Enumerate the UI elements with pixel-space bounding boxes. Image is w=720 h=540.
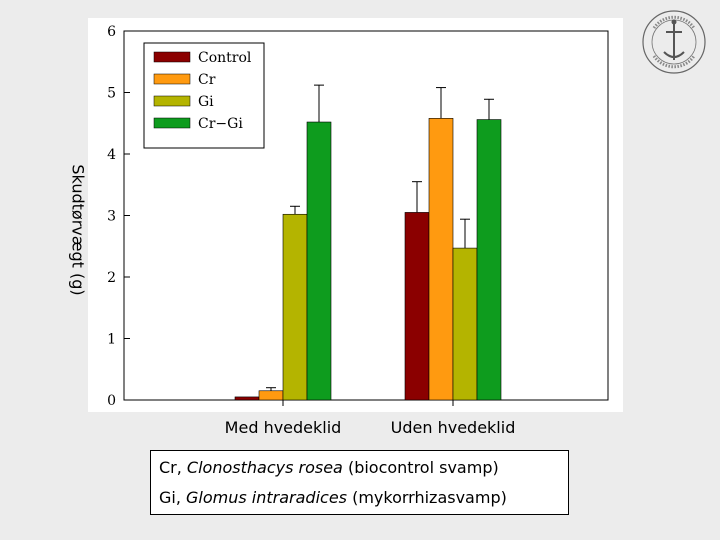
note-suffix: (biocontrol svamp) <box>342 458 499 477</box>
bar <box>404 212 430 401</box>
bar <box>452 247 478 401</box>
x-category-label: Med hvedeklid <box>224 418 342 437</box>
legend-label: Cr−Gi <box>198 116 243 132</box>
note-prefix: Cr, <box>159 458 187 477</box>
y-tick-label: 6 <box>107 24 116 40</box>
x-category-label: Uden hvedeklid <box>390 418 516 437</box>
legend-swatch <box>153 117 191 129</box>
note-line-cr: Cr, Clonosthacys rosea (biocontrol svamp… <box>159 458 499 477</box>
note-line-gi: Gi, Glomus intraradices (mykorrhizasvamp… <box>159 488 507 507</box>
university-seal-icon <box>642 10 706 74</box>
y-tick-label: 1 <box>107 332 116 348</box>
legend-label: Control <box>198 50 252 66</box>
species-name: Clonosthacys rosea <box>186 458 343 477</box>
bar <box>476 119 502 401</box>
y-tick-label: 0 <box>107 393 116 409</box>
bar-chart: 0 1 2 3 4 5 6 Control Cr Gi Cr−Gi <box>107 24 609 409</box>
legend-label: Gi <box>198 94 214 110</box>
bar <box>234 396 260 401</box>
note-suffix: (mykorrhizasvamp) <box>347 488 507 507</box>
legend-swatch <box>153 95 191 107</box>
bar <box>428 118 454 401</box>
y-tick-label: 4 <box>107 147 116 163</box>
legend-label: Cr <box>198 72 216 88</box>
y-tick-label: 3 <box>107 209 116 225</box>
y-tick-label: 2 <box>107 270 116 286</box>
species-note-box: Cr, Clonosthacys rosea (biocontrol svamp… <box>150 450 569 515</box>
plot-panel: 0 1 2 3 4 5 6 Control Cr Gi Cr−Gi <box>88 18 623 412</box>
y-tick-label: 5 <box>107 86 116 102</box>
y-axis-label: Skudtørvægt (g) <box>68 164 88 296</box>
legend-swatch <box>153 73 191 85</box>
bar <box>306 121 332 401</box>
bar <box>258 390 284 401</box>
legend-swatch <box>153 51 191 63</box>
note-prefix: Gi, <box>159 488 187 507</box>
species-name: Glomus intraradices <box>186 488 347 507</box>
bar <box>282 213 308 401</box>
